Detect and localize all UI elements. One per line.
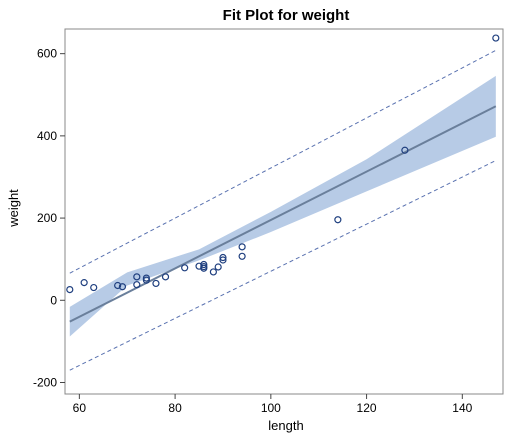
data-point (133, 281, 141, 289)
y-tick-label: 200 (37, 211, 57, 225)
data-point (214, 263, 222, 271)
fit-line-layer (69, 105, 497, 323)
data-point (209, 268, 217, 276)
data-point (66, 285, 74, 294)
prediction-limits-layer (69, 49, 497, 371)
chart-title: Fit Plot for weight (223, 7, 350, 24)
data-point (118, 283, 127, 291)
y-axis: -200 0 200 400 600 (33, 47, 65, 389)
data-point (238, 252, 246, 260)
confidence-band (69, 75, 496, 337)
y-tick-label: 400 (37, 129, 57, 143)
data-point (200, 262, 208, 271)
data-point (152, 279, 160, 288)
x-tick-label: 60 (73, 401, 87, 415)
data-point (142, 276, 150, 284)
y-tick-label: 600 (37, 47, 57, 61)
data-point (219, 256, 227, 264)
data-point (142, 274, 150, 282)
prediction-limit-lower (69, 160, 497, 371)
data-point (161, 273, 170, 281)
data-point (334, 216, 342, 224)
data-point (90, 283, 98, 292)
data-point (401, 146, 409, 154)
y-tick-label: 0 (50, 293, 57, 307)
x-axis: 60 80 100 120 140 (73, 394, 473, 415)
data-point (181, 264, 189, 272)
data-point (80, 279, 88, 287)
scatter-points-layer (66, 34, 500, 294)
x-tick-label: 120 (357, 401, 377, 415)
fit-line (69, 105, 497, 323)
x-axis-label: length (268, 418, 303, 433)
x-tick-label: 140 (452, 401, 472, 415)
x-tick-label: 80 (168, 401, 182, 415)
prediction-limit-upper (69, 49, 497, 274)
y-axis-label: weight (6, 189, 21, 228)
data-point (238, 243, 246, 251)
data-point (114, 281, 122, 290)
confidence-band-layer (69, 75, 496, 337)
data-point (492, 34, 500, 42)
x-tick-label: 100 (261, 401, 281, 415)
data-point (200, 260, 208, 269)
data-point (133, 273, 141, 281)
data-point (219, 253, 227, 262)
y-tick-label: -200 (33, 375, 57, 389)
